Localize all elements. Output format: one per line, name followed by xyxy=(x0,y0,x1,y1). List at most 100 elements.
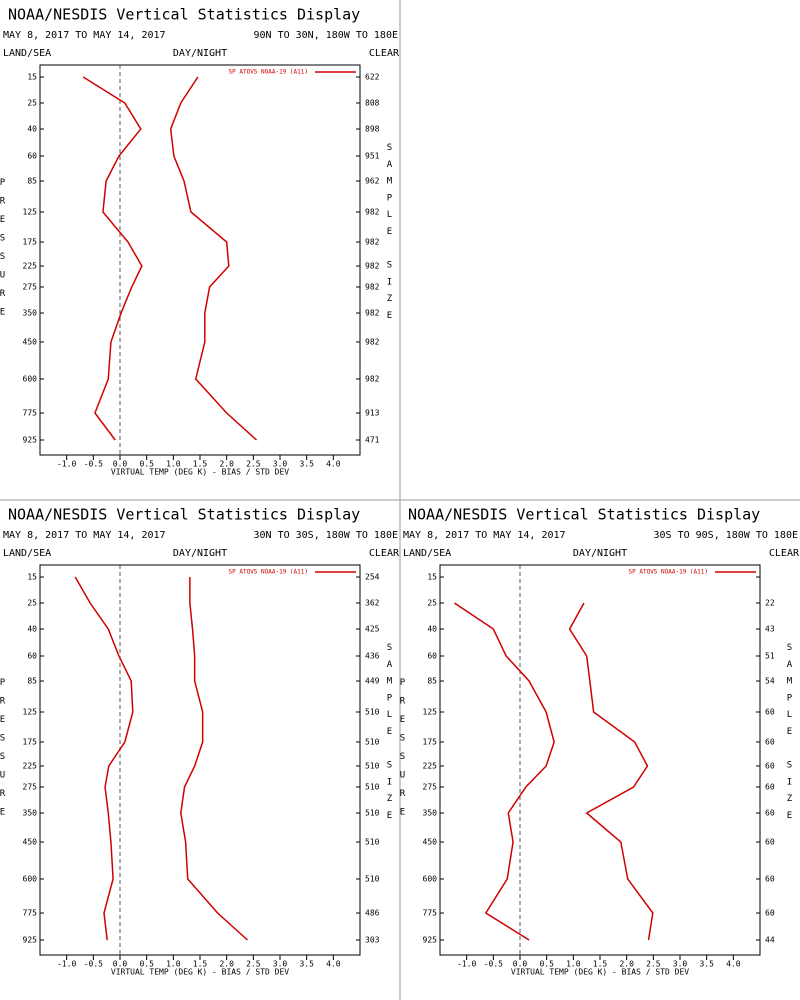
sample-size: 982 xyxy=(365,208,380,217)
x-tick-label: 1.0 xyxy=(166,460,181,469)
x-tick-label: 3.0 xyxy=(273,960,288,969)
sample-size: 362 xyxy=(365,599,380,608)
y-tick-label: 40 xyxy=(427,625,437,634)
plot-frame xyxy=(39,64,361,456)
std-dev-line xyxy=(568,602,654,941)
sample-size: 982 xyxy=(365,309,380,318)
sample-size: 254 xyxy=(365,573,380,582)
sample-size: 60 xyxy=(765,762,775,771)
y-tick-label: 225 xyxy=(423,762,438,771)
chart-title: NOAA/NESDIS Vertical Statistics Display xyxy=(8,506,360,524)
y-tick-label: 225 xyxy=(23,262,38,271)
sample-size: 60 xyxy=(765,809,775,818)
y-tick-label: 25 xyxy=(427,599,437,608)
x-tick-label: 0.0 xyxy=(113,460,128,469)
surface: LAND/SEA xyxy=(403,548,451,559)
plot-frame xyxy=(39,564,361,956)
x-tick-label: 2.5 xyxy=(246,460,261,469)
surface: LAND/SEA xyxy=(3,48,51,59)
y-tick-label: 15 xyxy=(27,73,37,82)
x-tick-label: 3.5 xyxy=(299,960,314,969)
sample-size: 303 xyxy=(365,936,380,945)
x-tick-label: 3.5 xyxy=(299,460,314,469)
y-tick-label: 15 xyxy=(427,573,437,582)
x-tick-label: 0.5 xyxy=(139,460,154,469)
x-tick-label: 2.0 xyxy=(619,960,634,969)
legend-label: SP ATOVS NOAA-19 (A11) xyxy=(229,69,308,76)
y-tick-label: 125 xyxy=(23,708,38,717)
y-tick-label: 125 xyxy=(23,208,38,217)
sample-size: 60 xyxy=(765,909,775,918)
x-tick-label: 3.0 xyxy=(273,460,288,469)
y-tick-label: 450 xyxy=(23,338,38,347)
x-tick-label: -0.5 xyxy=(84,460,103,469)
y-tick-label: 350 xyxy=(23,809,38,818)
x-tick-label: -1.0 xyxy=(57,960,76,969)
sample-size: 962 xyxy=(365,177,380,186)
x-tick-label: -1.0 xyxy=(457,960,476,969)
sample-size: 60 xyxy=(765,875,775,884)
y-tick-label: 60 xyxy=(427,652,437,661)
x-tick-label: -0.5 xyxy=(484,960,503,969)
sample-size: 60 xyxy=(765,738,775,747)
y-tick-label: 775 xyxy=(423,909,438,918)
chart-title: NOAA/NESDIS Vertical Statistics Display xyxy=(8,6,360,24)
sample-size: 425 xyxy=(365,625,380,634)
x-tick-label: -0.5 xyxy=(84,960,103,969)
y-tick-label: 600 xyxy=(23,875,38,884)
x-tick-label: -1.0 xyxy=(57,460,76,469)
x-tick-label: 0.0 xyxy=(513,960,528,969)
y2-axis-label: SAMPLE SIZE xyxy=(785,643,795,828)
y-tick-label: 775 xyxy=(23,909,38,918)
x-axis-label: VIRTUAL TEMP (DEG K) - BIAS / STD DEV xyxy=(111,468,289,477)
y-tick-label: 600 xyxy=(23,375,38,384)
sample-size: 982 xyxy=(365,338,380,347)
sample-size: 510 xyxy=(365,838,380,847)
region: 30N TO 30S, 180W TO 180E xyxy=(254,530,399,541)
legend-label: SP ATOVS NOAA-19 (A11) xyxy=(629,569,708,576)
y-tick-label: 25 xyxy=(27,599,37,608)
sample-size: 449 xyxy=(365,677,380,686)
y-tick-label: 600 xyxy=(423,875,438,884)
x-tick-label: 1.5 xyxy=(593,960,608,969)
y-tick-label: 350 xyxy=(23,309,38,318)
y2-axis-label: SAMPLE SIZE xyxy=(385,143,395,328)
y-tick-label: 175 xyxy=(23,738,38,747)
sample-size: 510 xyxy=(365,875,380,884)
sample-size: 51 xyxy=(765,652,775,661)
sample-size: 913 xyxy=(365,409,380,418)
sample-size: 898 xyxy=(365,125,380,134)
y-tick-label: 85 xyxy=(27,677,37,686)
time: DAY/NIGHT xyxy=(173,548,227,559)
x-tick-label: 0.5 xyxy=(539,960,554,969)
y-tick-label: 85 xyxy=(27,177,37,186)
plot-frame xyxy=(439,564,761,956)
sample-size: 982 xyxy=(365,283,380,292)
y-tick-label: 225 xyxy=(23,762,38,771)
x-axis-label: VIRTUAL TEMP (DEG K) - BIAS / STD DEV xyxy=(511,968,689,977)
sample-size: 22 xyxy=(765,599,775,608)
y-tick-label: 40 xyxy=(27,125,37,134)
sky: CLEAR xyxy=(369,548,400,559)
y-tick-label: 275 xyxy=(423,783,438,792)
y-tick-label: 60 xyxy=(27,652,37,661)
sample-size: 622 xyxy=(365,73,380,82)
y-tick-label: 350 xyxy=(423,809,438,818)
time: DAY/NIGHT xyxy=(573,548,627,559)
x-tick-label: 1.0 xyxy=(566,960,581,969)
x-tick-label: 1.5 xyxy=(193,460,208,469)
sample-size: 982 xyxy=(365,262,380,271)
x-tick-label: 2.0 xyxy=(219,460,234,469)
sample-size: 60 xyxy=(765,838,775,847)
date-range: MAY 8, 2017 TO MAY 14, 2017 xyxy=(403,530,566,541)
y-tick-label: 85 xyxy=(427,677,437,686)
std-dev-line xyxy=(180,577,248,941)
x-tick-label: 3.5 xyxy=(699,960,714,969)
x-tick-label: 1.0 xyxy=(166,960,181,969)
y-tick-label: 275 xyxy=(23,783,38,792)
sample-size: 951 xyxy=(365,152,380,161)
x-tick-label: 3.0 xyxy=(673,960,688,969)
std-dev-line xyxy=(169,76,258,441)
legend-label: SP ATOVS NOAA-19 (A11) xyxy=(229,569,308,576)
sky: CLEAR xyxy=(769,548,800,559)
